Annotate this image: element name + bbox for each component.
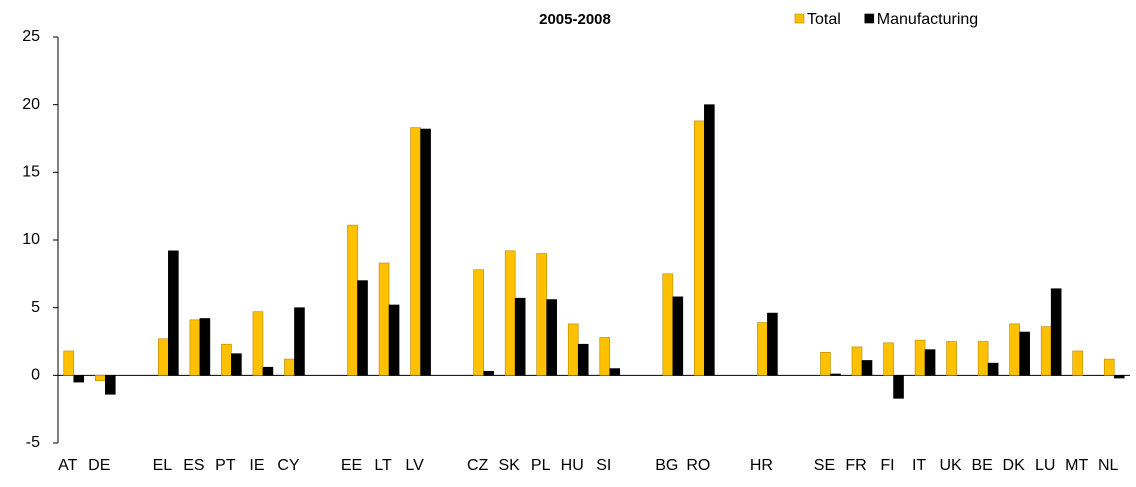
bar (767, 312, 778, 376)
x-tick-label: EE (341, 457, 362, 474)
bar (830, 373, 841, 376)
bar (757, 322, 768, 376)
bar (609, 368, 621, 376)
x-tick-label: CY (277, 457, 300, 474)
x-tick-label: DE (88, 457, 110, 474)
x-tick-label: FI (880, 457, 894, 474)
bar (1009, 323, 1020, 376)
legend-label: Total (807, 11, 841, 28)
bar (1113, 375, 1125, 379)
x-tick-label: PL (531, 457, 551, 474)
chart-title: 2005-2008 (539, 11, 611, 28)
x-tick-label: CZ (467, 457, 489, 474)
bar (262, 366, 274, 376)
bar (199, 318, 211, 376)
x-tick-label: ES (183, 457, 204, 474)
x-tick-label: RO (686, 457, 710, 474)
legend-swatch (794, 13, 805, 24)
x-tick-label: UK (939, 457, 962, 474)
y-tick-label: 0 (31, 367, 40, 384)
y-tick-label: -5 (26, 434, 40, 451)
bar (987, 362, 999, 376)
bar (514, 297, 526, 376)
y-tick-label: 10 (22, 231, 40, 248)
bar (1050, 288, 1062, 376)
bar (231, 353, 242, 376)
bar (168, 250, 179, 376)
bar (1040, 326, 1052, 376)
bar (662, 273, 674, 376)
bar (577, 343, 589, 376)
bar (893, 375, 904, 399)
bar (94, 375, 106, 382)
x-tick-label: EL (153, 457, 173, 474)
bar (294, 307, 305, 376)
bar (284, 358, 295, 376)
x-tick-label: LV (405, 457, 424, 474)
bar (357, 280, 368, 376)
x-tick-label: NL (1098, 457, 1119, 474)
x-tick-label: BG (655, 457, 678, 474)
bar (158, 338, 169, 376)
bar (599, 337, 611, 376)
bar (1103, 358, 1115, 376)
bar (252, 311, 264, 376)
bar (704, 104, 715, 376)
bar (883, 342, 894, 376)
y-tick-label: 20 (22, 96, 40, 113)
x-tick-label: HU (561, 457, 584, 474)
x-tick-label: LT (374, 457, 392, 474)
x-tick-label: SE (814, 457, 835, 474)
bar (977, 341, 989, 376)
x-tick-label: AT (58, 457, 77, 474)
x-tick-label: PT (215, 457, 236, 474)
bar (536, 253, 548, 376)
bar (104, 375, 116, 395)
bar (820, 352, 831, 376)
bar (504, 250, 516, 376)
x-tick-label: FR (845, 457, 866, 474)
x-tick-label: MT (1065, 457, 1088, 474)
bar (567, 323, 579, 376)
bar (546, 299, 558, 376)
x-tick-label: HR (750, 457, 773, 474)
y-tick-label: 25 (22, 28, 40, 45)
x-tick-label: IT (912, 457, 926, 474)
x-tick-label: SK (499, 457, 521, 474)
bar (1019, 331, 1030, 376)
bar (378, 262, 390, 376)
bar (483, 370, 494, 376)
bar (410, 127, 421, 376)
y-tick-label: 5 (31, 299, 40, 316)
bar (672, 296, 684, 376)
bar (221, 343, 232, 376)
bar (473, 269, 484, 376)
y-tick-label: 15 (22, 164, 40, 181)
bar (1072, 350, 1084, 376)
bar (63, 350, 75, 376)
bar (924, 349, 936, 376)
bar (694, 120, 705, 376)
x-tick-label: SI (596, 457, 611, 474)
bar (946, 341, 957, 376)
bar (861, 360, 873, 376)
x-tick-label: IE (249, 457, 264, 474)
bar (420, 128, 431, 376)
bar (189, 319, 201, 376)
x-tick-label: LU (1035, 457, 1055, 474)
legend-label: Manufacturing (877, 11, 978, 28)
bar (73, 375, 85, 383)
bar (914, 339, 926, 376)
bar (388, 304, 400, 376)
bar (347, 224, 358, 376)
x-tick-label: DK (1003, 457, 1026, 474)
x-tick-label: BE (971, 457, 992, 474)
bar (851, 346, 863, 376)
legend-swatch (864, 13, 875, 24)
